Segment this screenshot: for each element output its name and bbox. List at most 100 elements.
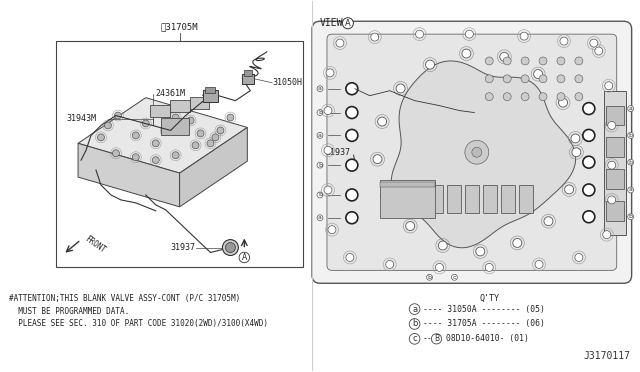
Circle shape bbox=[485, 75, 493, 83]
Circle shape bbox=[217, 127, 224, 134]
Text: 31943M: 31943M bbox=[66, 114, 96, 123]
Circle shape bbox=[336, 39, 344, 47]
Circle shape bbox=[539, 93, 547, 101]
Circle shape bbox=[603, 231, 611, 238]
Circle shape bbox=[462, 49, 471, 58]
Circle shape bbox=[465, 30, 474, 38]
FancyBboxPatch shape bbox=[150, 105, 170, 116]
Text: A: A bbox=[242, 253, 247, 262]
Text: b: b bbox=[318, 163, 322, 168]
Circle shape bbox=[97, 134, 104, 141]
Text: Q'TY: Q'TY bbox=[479, 294, 499, 303]
Circle shape bbox=[521, 93, 529, 101]
Circle shape bbox=[503, 57, 511, 65]
Circle shape bbox=[187, 117, 194, 124]
Text: b: b bbox=[428, 275, 431, 280]
Text: a: a bbox=[628, 106, 632, 111]
Circle shape bbox=[396, 84, 405, 93]
Circle shape bbox=[575, 75, 583, 83]
Bar bbox=[605, 169, 623, 189]
Text: VIEW: VIEW bbox=[320, 18, 344, 28]
Circle shape bbox=[557, 57, 565, 65]
Circle shape bbox=[595, 47, 603, 55]
Text: a: a bbox=[318, 86, 322, 91]
Circle shape bbox=[104, 122, 111, 129]
FancyBboxPatch shape bbox=[312, 21, 632, 283]
Circle shape bbox=[346, 159, 358, 171]
Text: FRONT: FRONT bbox=[83, 234, 107, 255]
Circle shape bbox=[560, 37, 568, 45]
Circle shape bbox=[386, 260, 394, 268]
Bar bbox=[519, 185, 533, 213]
Circle shape bbox=[485, 263, 493, 271]
Bar bbox=[605, 106, 623, 125]
Text: b: b bbox=[318, 110, 322, 115]
Circle shape bbox=[583, 129, 595, 141]
Bar bbox=[447, 185, 461, 213]
Circle shape bbox=[608, 196, 616, 204]
Circle shape bbox=[608, 122, 616, 129]
Text: b: b bbox=[318, 192, 322, 198]
Text: ---- 31705A -------- (06): ---- 31705A -------- (06) bbox=[422, 320, 545, 328]
Text: b: b bbox=[628, 214, 633, 219]
Bar bbox=[161, 118, 189, 135]
Circle shape bbox=[476, 247, 484, 256]
Circle shape bbox=[583, 184, 595, 196]
Bar bbox=[501, 185, 515, 213]
Text: 24361M: 24361M bbox=[156, 89, 186, 98]
Circle shape bbox=[608, 161, 616, 169]
Circle shape bbox=[142, 120, 149, 127]
Text: J3170117: J3170117 bbox=[584, 351, 630, 361]
Circle shape bbox=[583, 103, 595, 115]
Circle shape bbox=[557, 93, 565, 101]
Circle shape bbox=[521, 75, 529, 83]
Circle shape bbox=[435, 263, 444, 271]
Circle shape bbox=[485, 57, 493, 65]
Text: B: B bbox=[434, 334, 439, 343]
Circle shape bbox=[225, 243, 236, 253]
Text: a: a bbox=[318, 133, 322, 138]
FancyBboxPatch shape bbox=[189, 97, 209, 109]
Circle shape bbox=[113, 150, 120, 157]
Circle shape bbox=[575, 253, 583, 262]
Circle shape bbox=[520, 32, 528, 40]
Text: b: b bbox=[412, 320, 417, 328]
Circle shape bbox=[465, 140, 489, 164]
Text: a: a bbox=[412, 305, 417, 314]
Circle shape bbox=[324, 146, 332, 154]
Bar bbox=[205, 87, 216, 93]
Circle shape bbox=[223, 240, 238, 256]
Circle shape bbox=[383, 191, 392, 200]
Text: 31937: 31937 bbox=[325, 148, 350, 157]
Text: c: c bbox=[452, 275, 456, 280]
Circle shape bbox=[324, 107, 332, 115]
Circle shape bbox=[132, 132, 140, 139]
Circle shape bbox=[544, 217, 553, 226]
Bar bbox=[605, 201, 623, 221]
Polygon shape bbox=[78, 143, 180, 207]
Circle shape bbox=[172, 114, 179, 121]
Circle shape bbox=[472, 147, 482, 157]
Circle shape bbox=[132, 154, 140, 161]
Text: PLEASE SEE SEC. 310 OF PART CODE 31020(2WD)/3100(X4WD): PLEASE SEE SEC. 310 OF PART CODE 31020(2… bbox=[10, 319, 268, 328]
Circle shape bbox=[557, 75, 565, 83]
Circle shape bbox=[503, 75, 511, 83]
Text: #ATTENTION;THIS BLANK VALVE ASSY-CONT (P/C 31705M): #ATTENTION;THIS BLANK VALVE ASSY-CONT (P… bbox=[10, 294, 241, 303]
Circle shape bbox=[346, 189, 358, 201]
Circle shape bbox=[535, 260, 543, 268]
Polygon shape bbox=[391, 61, 575, 248]
Polygon shape bbox=[78, 98, 247, 173]
Circle shape bbox=[559, 98, 568, 107]
Circle shape bbox=[415, 30, 424, 38]
Text: ※31705M: ※31705M bbox=[161, 22, 198, 31]
Bar bbox=[483, 185, 497, 213]
Bar bbox=[56, 41, 303, 267]
Polygon shape bbox=[180, 128, 247, 207]
Circle shape bbox=[346, 129, 358, 141]
Circle shape bbox=[485, 93, 493, 101]
Circle shape bbox=[438, 241, 447, 250]
Text: 31050H: 31050H bbox=[272, 78, 302, 87]
Circle shape bbox=[371, 33, 379, 41]
Circle shape bbox=[534, 70, 543, 78]
Bar bbox=[429, 185, 444, 213]
